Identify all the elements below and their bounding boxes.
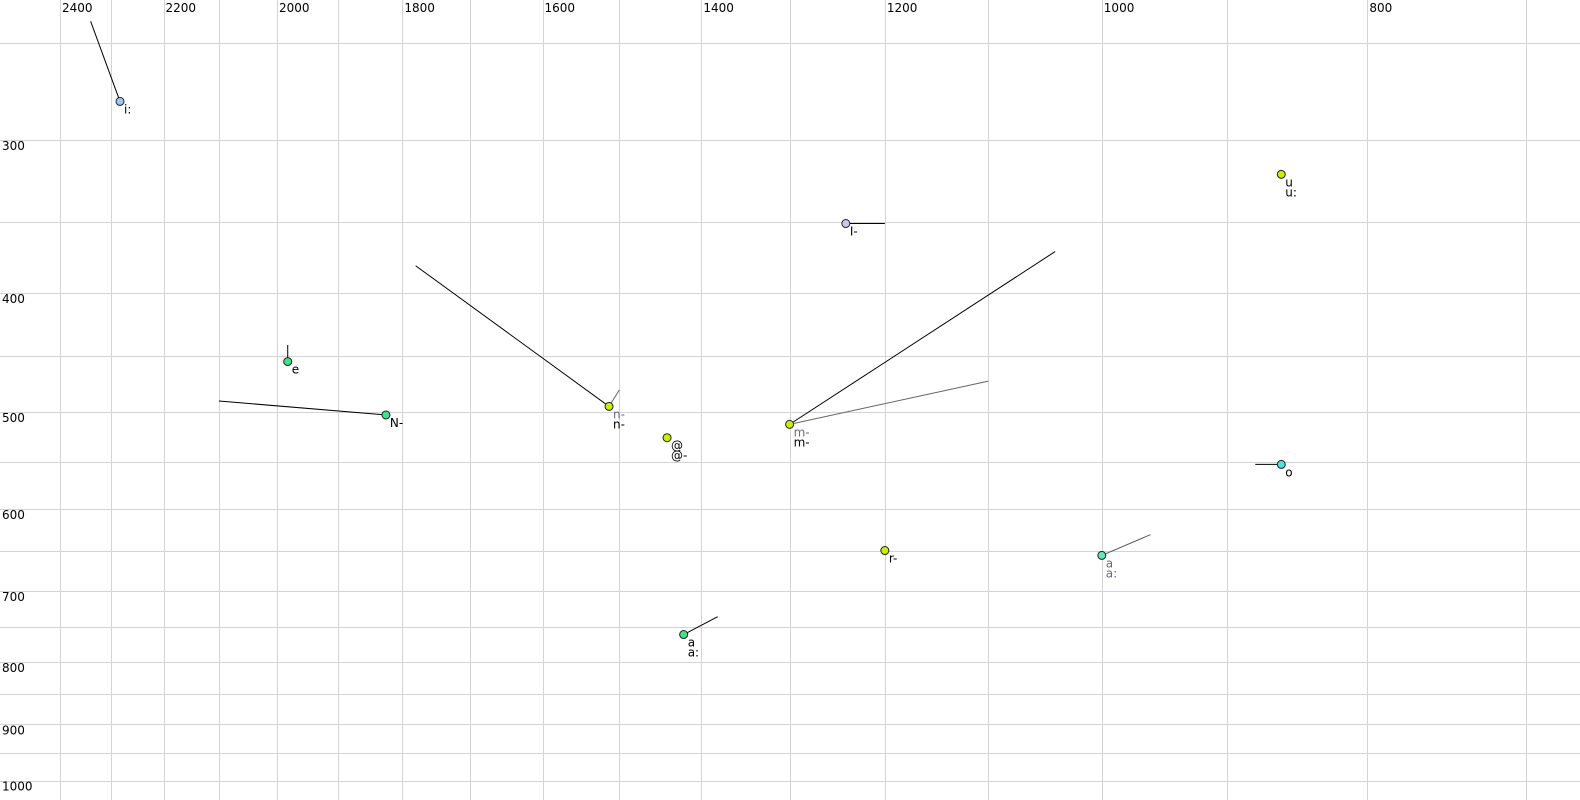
x-tick-label: 1600 bbox=[545, 1, 576, 15]
data-point bbox=[1276, 169, 1286, 179]
point-label: o bbox=[1285, 465, 1292, 479]
point-label: @- bbox=[671, 449, 687, 463]
trail-line bbox=[683, 616, 718, 635]
y-tick-label: 400 bbox=[2, 292, 25, 306]
y-tick-label: 1000 bbox=[2, 780, 33, 794]
y-tick-label: 700 bbox=[2, 590, 25, 604]
point-label: r- bbox=[889, 552, 898, 566]
point-label: I- bbox=[850, 225, 858, 239]
point-label: m- bbox=[794, 435, 810, 449]
x-tick-label: 800 bbox=[1369, 1, 1392, 15]
data-point bbox=[115, 96, 125, 106]
trail-line bbox=[415, 265, 610, 407]
y-tick-label: 600 bbox=[2, 508, 25, 522]
y-tick-label: 300 bbox=[2, 139, 25, 153]
trail-line bbox=[218, 400, 386, 416]
point-label: @ bbox=[671, 439, 683, 453]
point-label: m- bbox=[794, 425, 810, 439]
trail-line bbox=[789, 380, 989, 425]
point-label: u: bbox=[1285, 185, 1297, 199]
x-tick-label: 1800 bbox=[404, 1, 435, 15]
trail-line bbox=[90, 21, 121, 102]
points: i:eN-n-n-@@-m-m-I-r-aa:aa:uu:o bbox=[115, 96, 1297, 660]
point-label: u bbox=[1285, 175, 1293, 189]
point-label: a: bbox=[1106, 566, 1117, 580]
x-tick-label: 2000 bbox=[279, 1, 310, 15]
data-point bbox=[604, 401, 614, 411]
y-axis-ticks: 300 400 500 600 700 800 900 1000 bbox=[2, 139, 33, 794]
point-label: n- bbox=[613, 417, 625, 431]
data-point bbox=[880, 546, 890, 556]
data-point bbox=[841, 219, 851, 229]
point-label: a: bbox=[688, 646, 699, 660]
data-point bbox=[662, 433, 672, 443]
data-point bbox=[1097, 550, 1107, 560]
data-point bbox=[1276, 459, 1286, 469]
point-label: a bbox=[1106, 556, 1113, 570]
x-tick-label: 2200 bbox=[166, 1, 197, 15]
x-tick-label: 1000 bbox=[1104, 1, 1135, 15]
trail-line bbox=[789, 251, 1056, 425]
x-tick-label: 1200 bbox=[887, 1, 918, 15]
x-tick-label: 1400 bbox=[703, 1, 734, 15]
point-label: a bbox=[688, 636, 695, 650]
y-tick-label: 500 bbox=[2, 411, 25, 425]
data-point bbox=[283, 357, 293, 367]
data-point bbox=[381, 410, 391, 420]
y-tick-label: 900 bbox=[2, 723, 25, 737]
trail-line bbox=[1101, 534, 1151, 556]
y-tick-label: 800 bbox=[2, 661, 25, 675]
point-label: i: bbox=[124, 102, 131, 116]
data-point bbox=[785, 419, 795, 429]
trails bbox=[90, 21, 1282, 635]
x-tick-label: 2400 bbox=[62, 1, 93, 15]
point-label: n- bbox=[613, 407, 625, 421]
data-point bbox=[679, 630, 689, 640]
point-label: N- bbox=[390, 416, 403, 430]
point-label: e bbox=[292, 363, 299, 377]
x-axis-ticks: 2400 2200 2000 1800 1600 1400 1200 1000 800 bbox=[62, 1, 1392, 15]
